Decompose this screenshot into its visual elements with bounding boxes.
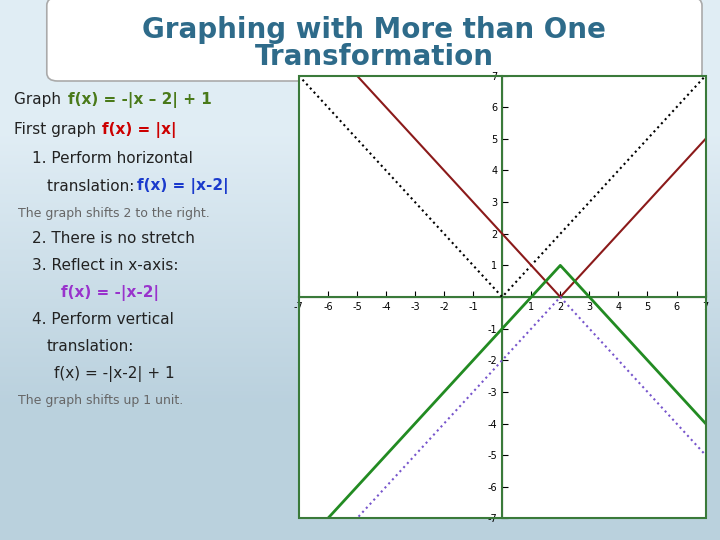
Text: 4. Perform vertical: 4. Perform vertical bbox=[32, 312, 174, 327]
Text: Graphing with More than One: Graphing with More than One bbox=[143, 16, 606, 44]
Text: 2. There is no stretch: 2. There is no stretch bbox=[32, 231, 195, 246]
Text: Transformation: Transformation bbox=[255, 43, 494, 71]
Text: First graph: First graph bbox=[14, 122, 102, 137]
Text: 3. Reflect in x-axis:: 3. Reflect in x-axis: bbox=[32, 258, 179, 273]
Text: f(x) = -|x – 2| + 1: f(x) = -|x – 2| + 1 bbox=[68, 92, 212, 108]
Text: Graph: Graph bbox=[14, 92, 66, 107]
Text: f(x) = -|x-2| + 1: f(x) = -|x-2| + 1 bbox=[54, 366, 175, 382]
Text: The graph shifts up 1 unit.: The graph shifts up 1 unit. bbox=[18, 394, 184, 407]
Text: The graph shifts 2 to the right.: The graph shifts 2 to the right. bbox=[18, 207, 210, 220]
Text: translation:: translation: bbox=[47, 179, 139, 194]
Text: 1. Perform horizontal: 1. Perform horizontal bbox=[32, 151, 193, 166]
Text: f(x) = |x-2|: f(x) = |x-2| bbox=[137, 178, 228, 194]
Text: f(x) = -|x-2|: f(x) = -|x-2| bbox=[61, 285, 159, 301]
Text: f(x) = |x|: f(x) = |x| bbox=[102, 122, 177, 138]
Text: translation:: translation: bbox=[47, 339, 134, 354]
